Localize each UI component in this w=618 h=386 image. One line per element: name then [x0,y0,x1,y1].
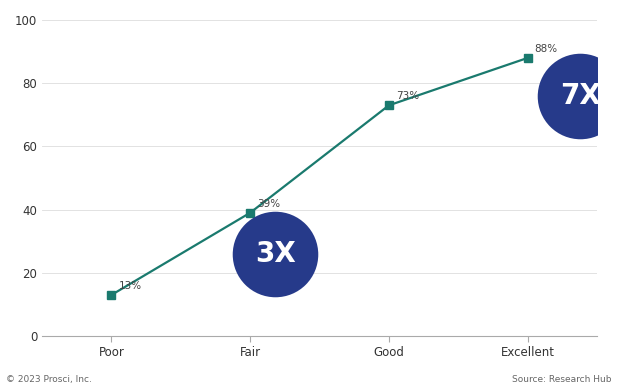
Text: 3X: 3X [255,240,295,268]
Text: 73%: 73% [396,91,419,101]
Text: 7X: 7X [560,82,601,110]
Point [270,251,280,257]
Text: 39%: 39% [257,198,280,208]
Point [575,93,585,99]
Text: 88%: 88% [535,44,557,54]
Text: © 2023 Prosci, Inc.: © 2023 Prosci, Inc. [6,375,92,384]
Text: Source: Research Hub: Source: Research Hub [512,375,612,384]
Text: 13%: 13% [119,281,142,291]
